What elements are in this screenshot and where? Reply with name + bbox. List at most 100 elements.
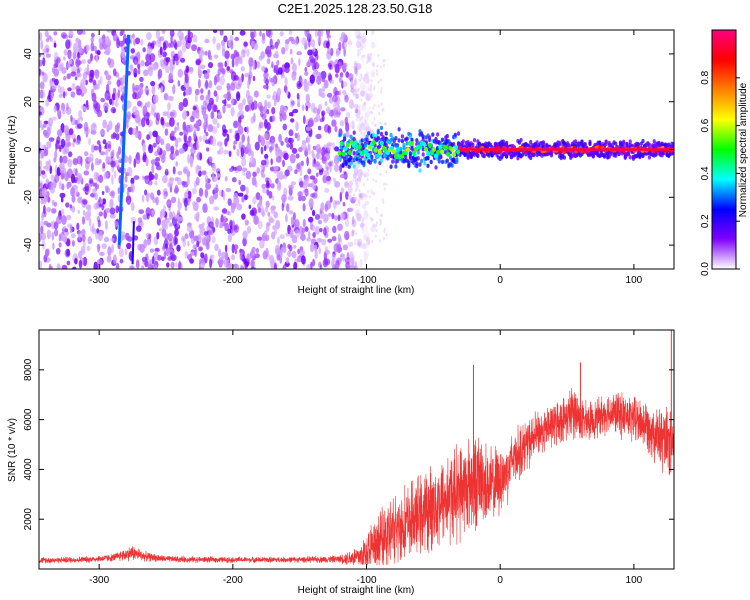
heatmap-cell	[320, 202, 325, 212]
heatmap-cell	[178, 260, 182, 269]
heatmap-cell	[150, 103, 156, 112]
heatmap-cell	[408, 134, 412, 140]
heatmap-cell	[370, 52, 373, 56]
heatmap-cell	[444, 145, 449, 151]
heatmap-cell	[241, 134, 246, 143]
heatmap-cell	[344, 182, 350, 189]
heatmap-cell	[344, 116, 348, 126]
heatmap-cell	[60, 32, 67, 39]
colorbar-ticks: 0.0 0.2 0.4 0.6 0.8	[700, 70, 740, 276]
heatmap-cell	[320, 70, 327, 80]
heatmap-cell	[363, 256, 367, 266]
heatmap-cell	[356, 66, 359, 70]
heatmap-cell	[353, 60, 358, 66]
heatmap-cell	[362, 172, 365, 176]
heatmap-cell	[383, 58, 386, 62]
heatmap-cell	[210, 111, 215, 120]
heatmap-cell	[306, 264, 312, 269]
heatmap-cell	[371, 30, 375, 36]
heatmap-cell	[312, 258, 316, 267]
heatmap-cell	[134, 115, 141, 124]
heatmap-cell	[359, 258, 363, 268]
heatmap-cell	[349, 161, 353, 166]
heatmap-cell	[339, 191, 342, 202]
heatmap-cell	[370, 93, 373, 97]
heatmap-cell	[109, 191, 115, 197]
heatmap-cell	[380, 87, 383, 91]
heatmap-cell	[308, 38, 311, 48]
heatmap-cell	[152, 130, 159, 138]
heatmap-cell	[209, 55, 213, 61]
heatmap-cell	[360, 81, 366, 91]
heatmap-cell	[75, 168, 78, 177]
heatmap-cell	[221, 68, 226, 75]
heatmap-cell	[246, 225, 252, 234]
heatmap-cell	[90, 53, 93, 62]
heatmap-cell	[541, 140, 546, 145]
heatmap-cell	[161, 256, 165, 262]
heatmap-cell	[199, 226, 206, 236]
heatmap-cell	[196, 140, 200, 151]
heatmap-cell	[440, 149, 445, 155]
heatmap-cell	[412, 150, 416, 156]
heatmap-cell	[197, 78, 201, 89]
heatmap-cell	[276, 59, 280, 66]
heatmap-cell	[364, 252, 369, 261]
heatmap-cell	[357, 240, 361, 247]
heatmap-cell	[77, 209, 80, 214]
heatmap-cell	[269, 146, 273, 153]
heatmap-cell	[85, 204, 92, 211]
heatmap-cell	[55, 139, 60, 150]
heatmap-cell	[376, 136, 380, 141]
heatmap-cell	[201, 170, 207, 176]
heatmap-cell	[261, 65, 266, 72]
heatmap-cell	[54, 173, 60, 183]
heatmap-cell	[172, 55, 176, 65]
heatmap-cell	[456, 149, 461, 155]
heatmap-cell	[354, 238, 357, 242]
heatmap-cell	[439, 155, 443, 160]
heatmap-cell	[71, 194, 76, 203]
heatmap-cell	[275, 150, 279, 158]
heatmap-cell	[39, 111, 42, 116]
heatmap-cell	[163, 193, 167, 200]
heatmap-cell	[304, 150, 309, 156]
heatmap-cell	[454, 145, 459, 151]
heatmap-cell	[199, 64, 206, 70]
heatmap-cell	[423, 161, 427, 166]
heatmap-cell	[307, 143, 311, 151]
heatmap-cell	[428, 135, 432, 140]
heatmap-cell	[116, 38, 121, 49]
heatmap-cell	[66, 102, 69, 112]
heatmap-cell	[244, 219, 249, 226]
heatmap-cell	[354, 188, 357, 193]
heatmap-cell	[280, 141, 284, 146]
heatmap-cell	[112, 108, 116, 114]
heatmap-cell	[671, 142, 674, 147]
heatmap-cell	[81, 234, 86, 242]
heatmap-cell	[202, 100, 207, 106]
heatmap-cell	[78, 250, 83, 259]
heatmap-cell	[66, 260, 71, 266]
heatmap-cell	[345, 142, 350, 148]
heatmap-cell	[133, 175, 140, 180]
heatmap-cell	[252, 60, 256, 71]
heatmap-cell	[187, 30, 191, 38]
heatmap-cell	[247, 135, 250, 145]
heatmap-cell	[270, 205, 276, 211]
heatmap-cell	[93, 100, 98, 109]
heatmap-cell	[267, 101, 271, 109]
heatmap-cell	[369, 110, 372, 114]
heatmap-cell	[297, 248, 300, 255]
heatmap-cell	[51, 77, 56, 82]
heatmap-cell	[187, 154, 190, 164]
heatmap-cell	[333, 101, 339, 111]
heatmap-cell	[187, 240, 190, 247]
heatmap-cell	[273, 98, 277, 107]
heatmap-cell	[426, 155, 430, 161]
heatmap-cell	[318, 247, 322, 255]
heatmap-cell	[614, 141, 618, 146]
heatmap-cell	[228, 128, 233, 134]
heatmap-cell	[231, 177, 237, 183]
heatmap-cell	[46, 126, 51, 136]
